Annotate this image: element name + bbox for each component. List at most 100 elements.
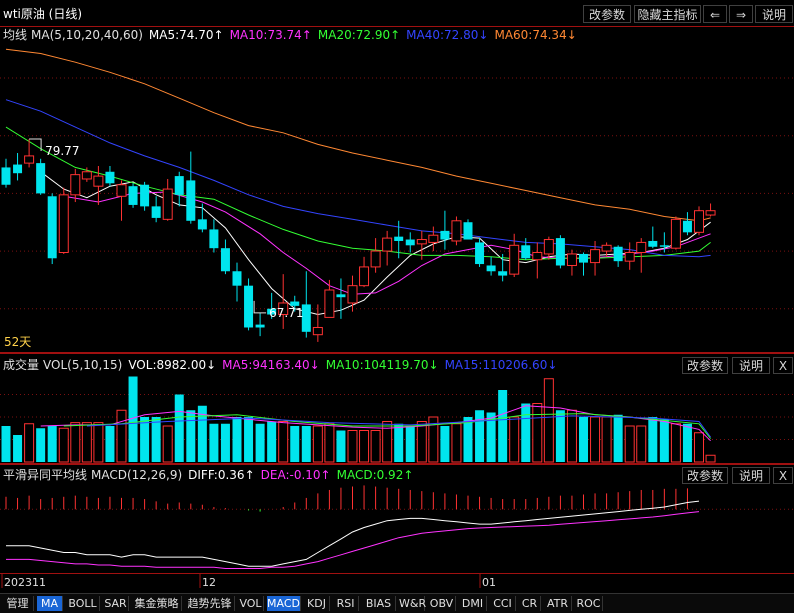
low-label: 67.71 (269, 306, 303, 320)
tab-vol[interactable]: VOL (238, 596, 264, 611)
candle-body-down (151, 206, 161, 218)
volume-bar-up (416, 421, 427, 463)
main-legend: 均线 MA(5,10,20,40,60) MA5:74.70↑ MA10:73.74↑… (3, 26, 583, 43)
macd-help-button[interactable]: 说明 (732, 467, 770, 484)
legend-ma10: MA10:73.74↑ (229, 28, 312, 42)
tab-cn-0[interactable]: 管理 (2, 596, 34, 611)
help-button[interactable]: 说明 (755, 5, 793, 23)
candle-body-up (543, 239, 554, 255)
tab-atr[interactable]: ATR (544, 596, 572, 611)
candle-body-up (590, 249, 601, 264)
tab-sar[interactable]: SAR (103, 596, 129, 611)
tab-wr[interactable]: W&R (399, 596, 427, 611)
candle-body-down (301, 304, 311, 332)
prev-arrow-icon[interactable]: ⇐ (703, 5, 727, 23)
volume-bar-up (451, 423, 462, 463)
tab-kdj[interactable]: KDJ (304, 596, 330, 611)
tab-cr[interactable]: CR (519, 596, 541, 611)
candle-body-up (116, 184, 127, 197)
legend-dea: DEA:-0.10↑ (260, 468, 331, 482)
volume-bar-down (13, 435, 23, 462)
tab-rsi[interactable]: RSI (333, 596, 359, 611)
volume-bar-down (463, 417, 473, 462)
candle-body-up (705, 210, 716, 216)
period-label: 52天 (4, 335, 32, 349)
hide-indicator-button[interactable]: 隐藏主指标 (634, 5, 701, 23)
vol-help-button[interactable]: 说明 (732, 357, 770, 374)
high-label: 79.77 (45, 144, 79, 158)
candle-body-down (579, 253, 588, 263)
low-marker (253, 300, 267, 314)
candle-body-down (498, 271, 508, 276)
candle-body-down (255, 324, 265, 328)
macd-params-button[interactable]: 改参数 (682, 467, 728, 484)
volume-bar-up (566, 409, 577, 463)
volume-bar-up (509, 416, 520, 463)
legend-diff: DIFF:0.36↑ (188, 468, 255, 482)
candle-body-down (244, 285, 254, 328)
tab-cn-4[interactable]: 集金策略 (132, 596, 182, 611)
candle-body-up (416, 239, 427, 245)
tab-dmi[interactable]: DMI (459, 596, 487, 611)
volume-bar-down (244, 417, 254, 462)
volume-bar-down (521, 403, 531, 462)
candle-body-up (24, 155, 35, 164)
params-button[interactable]: 改参数 (583, 5, 631, 23)
vol-close-icon[interactable]: X (773, 357, 793, 374)
tab-obv[interactable]: OBV (428, 596, 456, 611)
tab-bias[interactable]: BIAS (362, 596, 396, 611)
candle-body-down (209, 229, 219, 249)
candle-body-down (174, 176, 184, 195)
candle-body-up (670, 218, 681, 249)
volume-bar-up (694, 432, 704, 463)
tab-cci[interactable]: CCI (490, 596, 516, 611)
candle-body-up (636, 241, 647, 254)
macd-close-icon[interactable]: X (773, 467, 793, 484)
volume-bar-up (624, 425, 635, 463)
vol-params-button[interactable]: 改参数 (682, 357, 728, 374)
macd-legend-formula: MACD(12,26,9) (91, 468, 183, 482)
volume-bar-up (428, 416, 439, 463)
legend-ma40: MA40:72.80↓ (406, 28, 489, 42)
tab-boll[interactable]: BOLL (66, 596, 100, 611)
volume-ma-line-ma15 (86, 415, 712, 438)
tab-macd[interactable]: MACD (267, 596, 301, 611)
volume-bar-down (267, 421, 277, 462)
tab-roc[interactable]: ROC (575, 596, 603, 611)
candle-body-up (601, 244, 612, 252)
volume-bar-down (475, 410, 485, 462)
volume-bar-down (440, 426, 450, 462)
volume-bar-up (93, 422, 104, 463)
x-axis-label: 01 (482, 576, 496, 589)
volume-bar-down (579, 417, 588, 462)
candle-body-up (694, 210, 704, 233)
legend-ma20: MA20:72.90↑ (317, 28, 401, 42)
volume-bar-down (555, 410, 565, 462)
macd-line-dea (6, 511, 700, 569)
candle-body-up (382, 237, 393, 252)
volume-bar-down (648, 417, 658, 462)
tab-cn-5[interactable]: 趋势先锋 (185, 596, 235, 611)
main-legend-label: 均线 (3, 28, 28, 42)
volume-bar-up (382, 421, 393, 463)
ma-line-ma60 (5, 48, 711, 222)
volume-bar-down (682, 423, 692, 462)
volume-bar-down (232, 417, 242, 462)
volume-bar-up (58, 427, 69, 463)
volume-bar-up (359, 430, 370, 463)
next-arrow-icon[interactable]: ⇒ (729, 5, 753, 23)
volume-bar-up (636, 425, 647, 463)
candle-body-up (278, 302, 289, 316)
macd-line-diff (6, 500, 700, 567)
candle-body-down (613, 246, 623, 262)
candle-body-down (267, 308, 277, 315)
volume-bar-down (498, 390, 508, 462)
volume-bar-up (601, 416, 612, 463)
legend-vol-ma15: MA15:110206.60↓ (444, 358, 558, 372)
candle-body-down (486, 265, 496, 272)
tab-ma[interactable]: MA (37, 596, 63, 611)
main-legend-formula: MA(5,10,20,40,60) (31, 28, 143, 42)
candle-body-down (197, 219, 207, 230)
volume-bar-up (543, 378, 554, 463)
